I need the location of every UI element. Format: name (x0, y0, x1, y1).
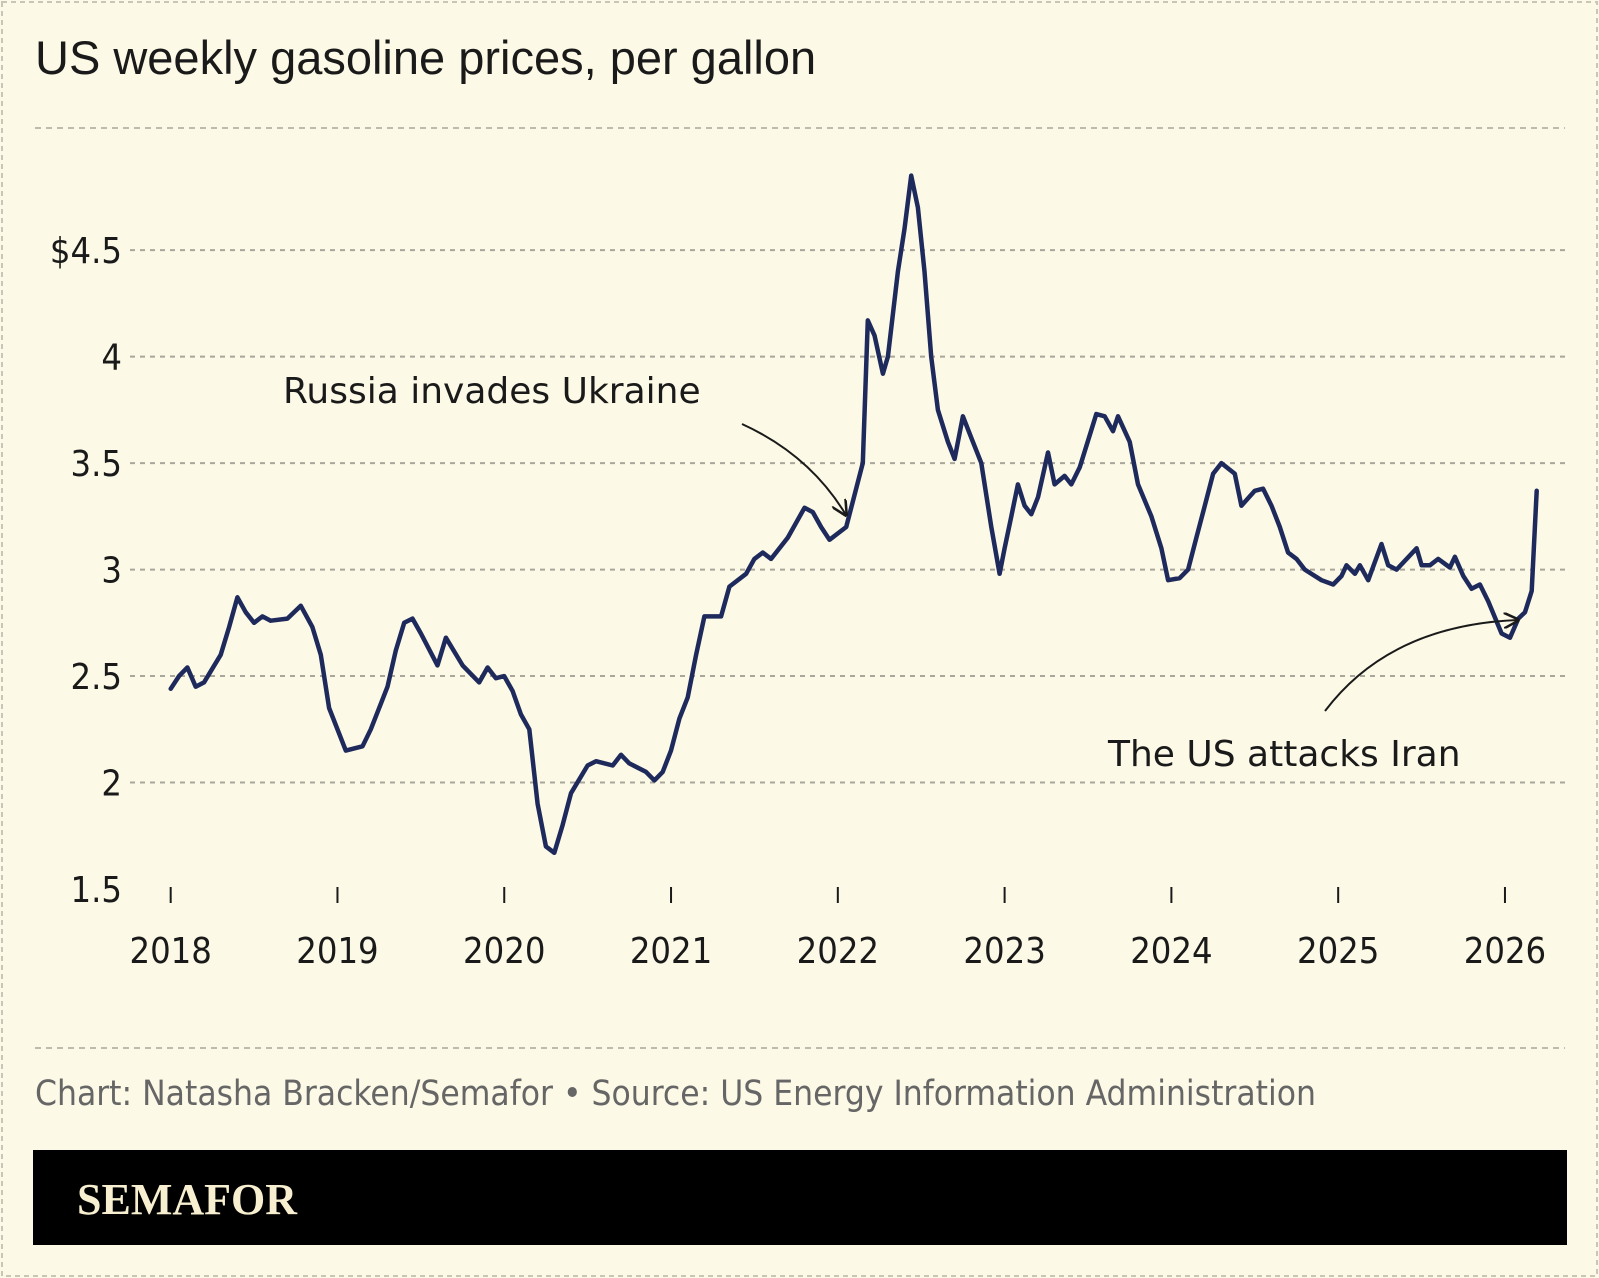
price-line (168, 173, 1539, 856)
plot-area: 1.5 2 2.5 3 3.5 4 $4.5 2018 2019 2020 2021 2022 2023… (50, 173, 1565, 972)
x-tick-label: 2023 (963, 931, 1045, 972)
y-tick-label: $4.5 (50, 231, 122, 272)
x-tick-label: 2018 (129, 931, 211, 972)
x-tick-label: 2020 (463, 931, 545, 972)
y-tick-label: 3.5 (71, 444, 123, 485)
y-tick-label: 2.5 (71, 657, 123, 698)
brand-logo: SEMAFOR (77, 1175, 298, 1224)
x-tick-label: 2019 (296, 931, 378, 972)
annotation: Russia invades Ukraine (283, 371, 701, 412)
x-tick-label: 2022 (797, 931, 879, 972)
chart-title: US weekly gasoline prices, per gallon (35, 31, 816, 84)
source: Chart: Natasha Bracken/Semafor • Source:… (35, 1074, 1316, 1114)
x-tick-label: 2026 (1464, 931, 1546, 972)
y-tick-label: 4 (101, 338, 122, 379)
x-tick-label: 2021 (630, 931, 712, 972)
x-tick-label: 2025 (1297, 931, 1379, 972)
brand-bar (33, 1150, 1567, 1245)
y-tick-label: 3 (101, 551, 122, 592)
x-tick-label: 2024 (1130, 931, 1212, 972)
y-tick-label: 1.5 (71, 870, 123, 911)
y-tick-label: 2 (101, 764, 122, 805)
annotation-arrow (741, 423, 846, 515)
annotation-arrow (1324, 620, 1518, 712)
annotation: The US attacks Iran (1107, 734, 1461, 775)
